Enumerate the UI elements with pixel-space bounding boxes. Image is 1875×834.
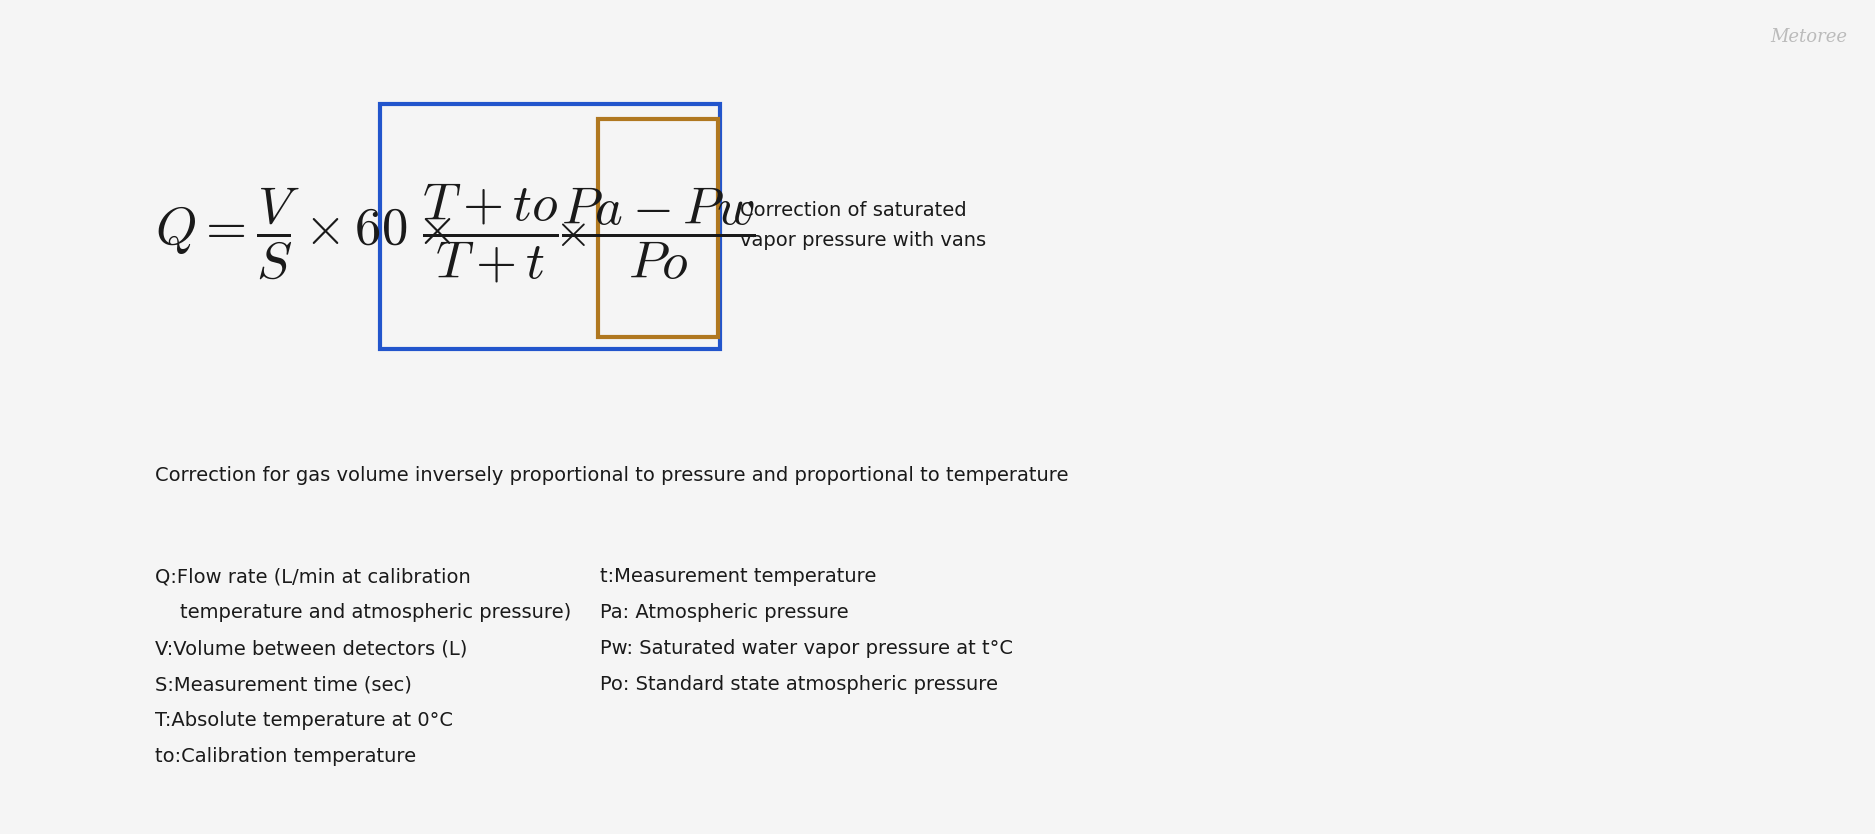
Text: to:Calibration temperature: to:Calibration temperature — [156, 747, 416, 766]
Text: $\dfrac{Pa - Pw}{Po}$: $\dfrac{Pa - Pw}{Po}$ — [561, 185, 756, 282]
Text: Metoree: Metoree — [1770, 28, 1847, 46]
Text: Correction for gas volume inversely proportional to pressure and proportional to: Correction for gas volume inversely prop… — [156, 466, 1069, 485]
Text: Po: Standard state atmospheric pressure: Po: Standard state atmospheric pressure — [600, 675, 998, 694]
Text: Pw: Saturated water vapor pressure at t°C: Pw: Saturated water vapor pressure at t°… — [600, 639, 1012, 658]
Text: t:Measurement temperature: t:Measurement temperature — [600, 567, 876, 586]
Text: Q:Flow rate (L/min at calibration: Q:Flow rate (L/min at calibration — [156, 567, 471, 586]
Bar — [381, 103, 720, 349]
Text: T:Absolute temperature at 0°C: T:Absolute temperature at 0°C — [156, 711, 454, 730]
Text: S:Measurement time (sec): S:Measurement time (sec) — [156, 675, 412, 694]
Bar — [598, 118, 718, 337]
Text: Pa: Atmospheric pressure: Pa: Atmospheric pressure — [600, 603, 849, 622]
Text: Correction of saturated
vapor pressure with vans: Correction of saturated vapor pressure w… — [741, 201, 986, 249]
Text: $\times$: $\times$ — [555, 211, 585, 256]
Text: temperature and atmospheric pressure): temperature and atmospheric pressure) — [156, 603, 572, 622]
Text: $Q = \dfrac{V}{S} \times 60 \times$: $Q = \dfrac{V}{S} \times 60 \times$ — [156, 185, 452, 282]
Text: V:Volume between detectors (L): V:Volume between detectors (L) — [156, 639, 467, 658]
Text: $\dfrac{T + to}{T + t}$: $\dfrac{T + to}{T + t}$ — [422, 182, 559, 285]
